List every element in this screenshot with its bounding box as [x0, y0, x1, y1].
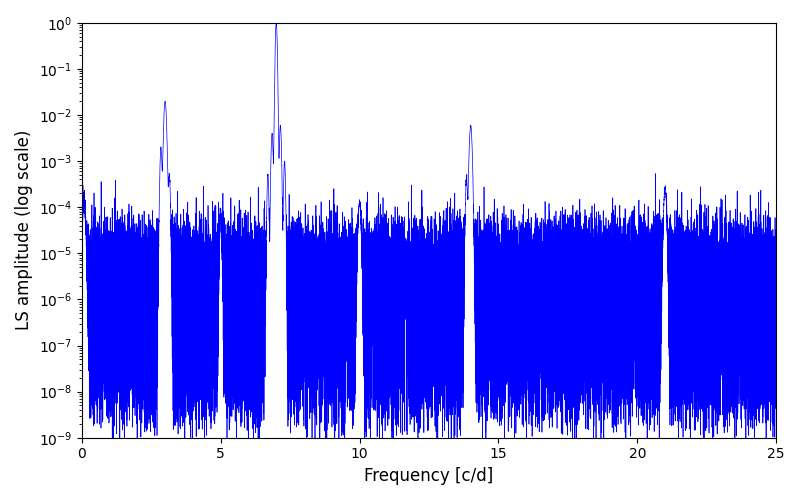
X-axis label: Frequency [c/d]: Frequency [c/d] — [364, 467, 494, 485]
Y-axis label: LS amplitude (log scale): LS amplitude (log scale) — [15, 130, 33, 330]
